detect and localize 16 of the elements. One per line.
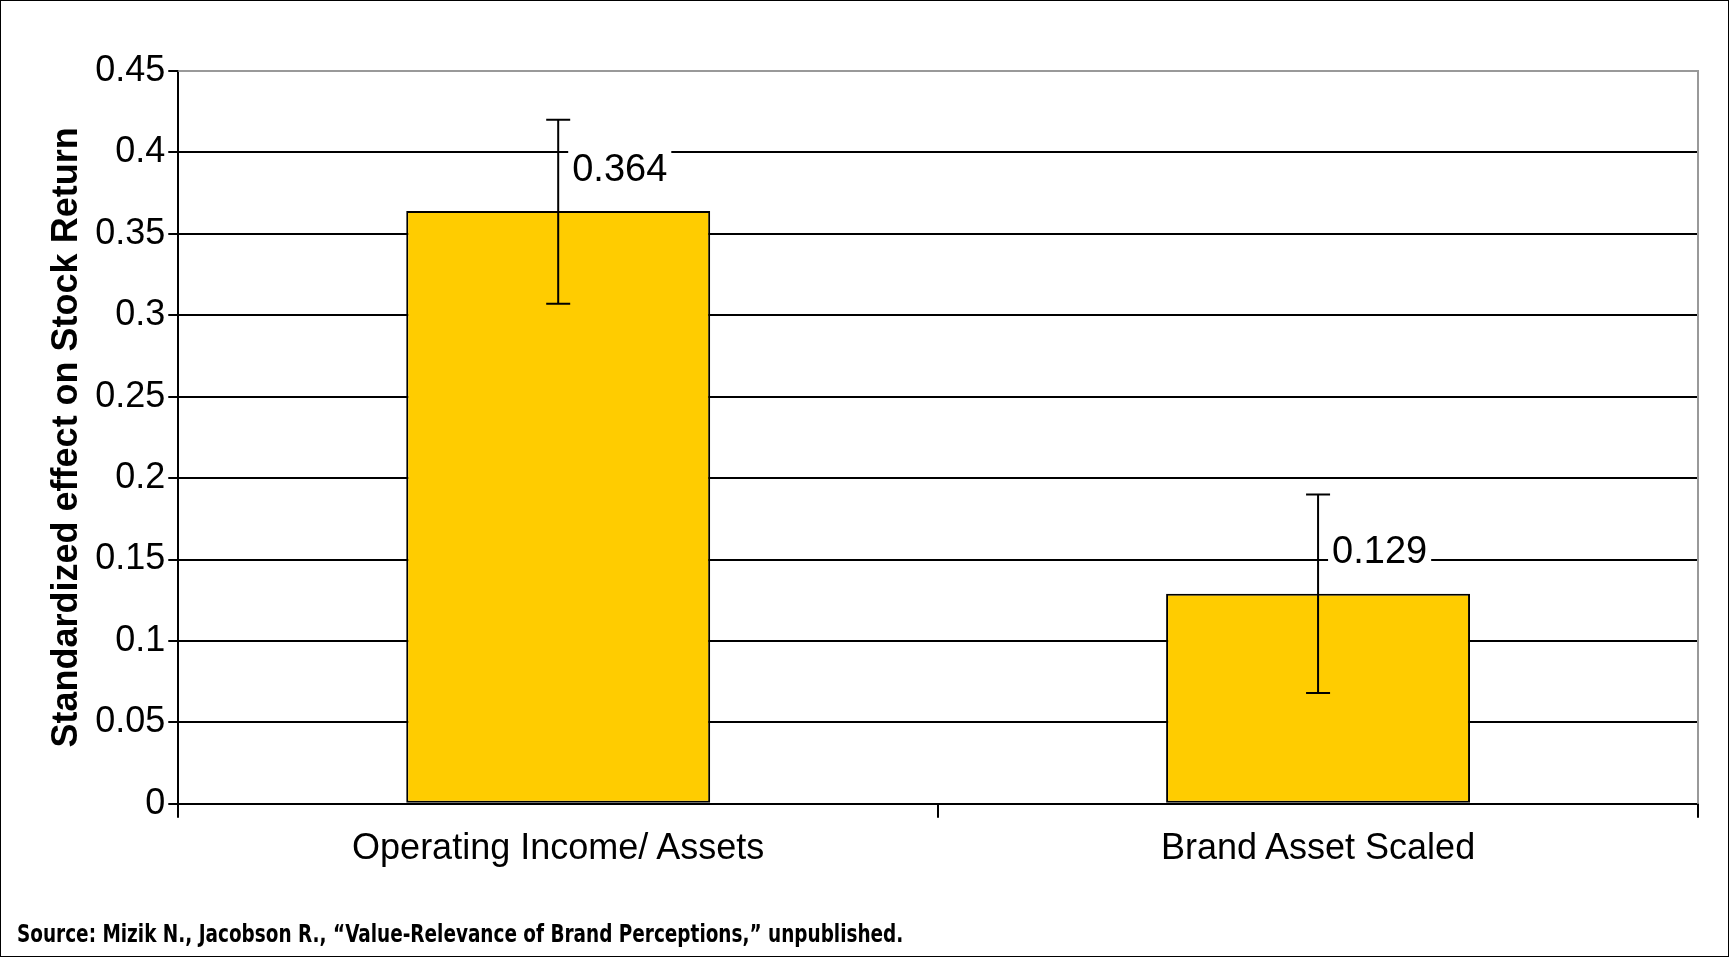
y-tick-label: 0	[145, 780, 166, 822]
x-tick-label: Brand Asset Scaled	[1160, 826, 1476, 868]
y-tick-label: 0.35	[95, 210, 166, 252]
data-label: 0.364	[572, 146, 668, 189]
y-tick-label: 0.1	[115, 617, 166, 659]
source-note: Source: Mizik N., Jacobson R., “Value-Relevance of Brand Perceptions,” unpublished.	[17, 919, 904, 948]
y-tick-label: 0.25	[95, 373, 166, 415]
x-tick-label: Operating Income/ Assets	[352, 826, 765, 868]
y-tick-label: 0.3	[115, 292, 166, 334]
y-tick-label: 0.4	[115, 129, 166, 171]
data-label: 0.129	[1332, 529, 1428, 572]
y-tick-label: 0.05	[95, 699, 166, 741]
y-tick-label: 0.2	[115, 455, 166, 497]
y-axis-title: Standardized effect on Stock Return	[43, 127, 85, 748]
y-tick-label: 0.45	[95, 47, 166, 89]
y-tick-label: 0.15	[95, 536, 166, 578]
